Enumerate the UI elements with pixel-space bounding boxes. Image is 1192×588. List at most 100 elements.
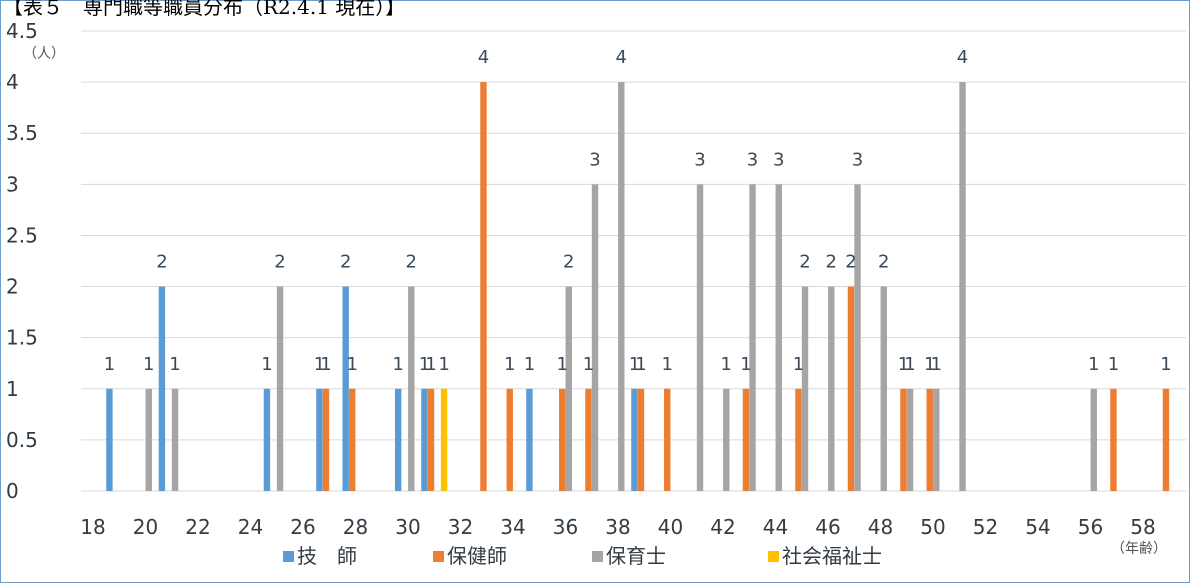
data-label: 3	[694, 149, 705, 170]
legend-label: 保健師	[447, 544, 507, 568]
x-tick-label: 28	[343, 515, 368, 539]
y-tick-label: 2.5	[6, 223, 38, 247]
data-label: 1	[1088, 354, 1099, 375]
x-tick-label: 24	[238, 515, 263, 539]
data-label: 1	[721, 354, 732, 375]
bar	[900, 388, 907, 491]
bar	[394, 388, 402, 491]
data-label: 3	[773, 149, 784, 170]
data-label: 1	[425, 354, 436, 375]
bar	[723, 388, 730, 491]
bar	[585, 388, 592, 491]
bar	[775, 184, 782, 492]
bar	[591, 184, 599, 492]
legend: 技 師 保健師 保育士 社会福祉士	[283, 544, 882, 568]
data-label: 1	[419, 354, 430, 375]
data-label: 3	[589, 149, 600, 170]
y-tick-label: 3	[6, 172, 19, 196]
bar	[828, 286, 835, 491]
data-label: 1	[104, 354, 115, 375]
bar	[801, 286, 809, 491]
legend-item: 社会福祉士	[768, 544, 882, 568]
x-tick-label: 42	[710, 515, 735, 539]
bar	[322, 388, 330, 491]
bar	[795, 388, 802, 491]
bar	[145, 388, 152, 491]
legend-swatch	[592, 551, 603, 562]
y-tick-label: 4.5	[6, 19, 38, 43]
x-tick-label: 44	[763, 515, 788, 539]
data-label: 1	[661, 354, 672, 375]
data-label: 4	[616, 47, 627, 68]
y-axis-unit: （人）	[23, 46, 65, 62]
data-label: 2	[406, 252, 417, 273]
bar	[1162, 388, 1170, 491]
data-label: 4	[957, 47, 968, 68]
y-tick-label: 4	[6, 70, 19, 94]
data-label: 1	[346, 354, 357, 375]
x-tick-label: 58	[1130, 515, 1155, 539]
bar	[847, 286, 855, 491]
bar	[696, 184, 704, 492]
data-label: 1	[261, 354, 272, 375]
chart-title: 【表５ 専門職等職員分布（R2.4.1 現在）】	[3, 0, 406, 19]
x-axis-ticks: 18 20 22 24 26 28 30 32 34 36 38 40 42 44 46 48 50 52 54 56…	[80, 515, 1155, 539]
data-label: 1	[904, 354, 915, 375]
data-label: 1	[740, 354, 751, 375]
data-label: 2	[799, 252, 810, 273]
bar	[664, 388, 671, 491]
legend-swatch	[283, 551, 294, 562]
bar	[933, 388, 940, 491]
data-label: 1	[504, 354, 515, 375]
bar	[440, 388, 448, 491]
data-label: 1	[898, 354, 909, 375]
bar	[742, 388, 750, 491]
bar	[631, 388, 638, 491]
data-label: 1	[438, 354, 449, 375]
data-label: 1	[392, 354, 403, 375]
data-label: 2	[878, 252, 889, 273]
bar	[618, 82, 625, 491]
x-tick-label: 48	[868, 515, 893, 539]
data-label: 3	[747, 149, 758, 170]
bar	[263, 388, 271, 491]
bar	[158, 286, 166, 491]
x-tick-label: 34	[500, 515, 525, 539]
legend-item: 保育士	[592, 544, 666, 568]
data-label: 3	[852, 149, 863, 170]
legend-label: 社会福祉士	[782, 544, 882, 568]
bar	[427, 388, 435, 491]
bars	[106, 82, 1170, 492]
data-label: 1	[524, 354, 535, 375]
bar	[1090, 388, 1097, 491]
data-label: 1	[1108, 354, 1119, 375]
bar	[421, 388, 428, 491]
data-label: 1	[143, 354, 154, 375]
data-label: 2	[156, 252, 167, 273]
bar	[926, 388, 933, 491]
legend-swatch	[433, 551, 444, 562]
data-label: 1	[1160, 354, 1171, 375]
bar	[342, 286, 349, 491]
x-tick-label: 54	[1025, 515, 1050, 539]
data-label: 2	[826, 252, 837, 273]
legend-item: 技 師	[283, 544, 357, 568]
y-tick-label: 0.5	[6, 428, 38, 452]
data-label: 1	[924, 354, 935, 375]
bar	[559, 388, 566, 491]
x-tick-label: 32	[448, 515, 473, 539]
x-tick-label: 22	[185, 515, 210, 539]
data-label: 1	[556, 354, 567, 375]
x-tick-label: 26	[290, 515, 315, 539]
x-tick-label: 56	[1078, 515, 1103, 539]
data-label: 1	[635, 354, 646, 375]
bar	[1110, 388, 1117, 491]
y-tick-label: 0	[6, 479, 19, 503]
x-tick-label: 40	[658, 515, 683, 539]
legend-label: 技 師	[297, 544, 357, 568]
y-tick-label: 3.5	[6, 121, 38, 145]
y-axis-ticks: 0 0.5 1 1.5 2 2.5 3 3.5 4 4.5	[6, 19, 38, 503]
